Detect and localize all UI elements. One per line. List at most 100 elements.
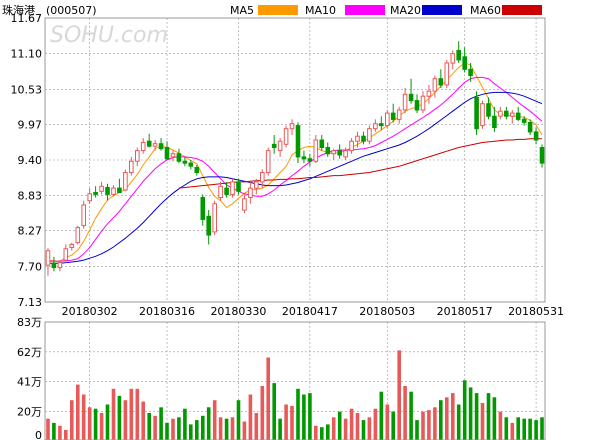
- candle-body: [414, 100, 420, 111]
- candle-body: [182, 160, 188, 164]
- candle: [117, 178, 122, 194]
- candle: [93, 186, 98, 198]
- candle: [510, 109, 515, 124]
- candle: [462, 47, 467, 73]
- price-y-tick-label: 11.67: [11, 12, 43, 25]
- candle: [426, 84, 432, 104]
- candle: [182, 156, 188, 167]
- legend-swatch-ma20: [422, 5, 462, 15]
- candle-body: [468, 68, 473, 77]
- candle: [224, 181, 229, 198]
- candle-body: [158, 143, 164, 150]
- candle: [158, 138, 164, 151]
- volume-bar: [361, 420, 366, 440]
- candle-body: [521, 118, 527, 123]
- price-y-tick-label: 11.10: [11, 48, 43, 61]
- candle-body: [515, 112, 521, 120]
- volume-bar: [81, 394, 86, 440]
- candle: [75, 225, 81, 245]
- volume-bar: [492, 397, 497, 440]
- volume-bar: [462, 380, 467, 440]
- candle: [206, 210, 211, 245]
- volume-bar: [409, 391, 413, 440]
- candle: [408, 78, 414, 104]
- candle-body: [438, 78, 444, 86]
- candle: [301, 150, 307, 164]
- candle-body: [510, 112, 515, 117]
- volume-bar: [99, 413, 104, 440]
- volume-bar: [439, 400, 443, 440]
- candle: [63, 244, 69, 264]
- legend: MA5 MA10 MA20 MA60: [230, 4, 542, 17]
- candle-body: [498, 110, 503, 117]
- legend-swatch-ma5: [258, 5, 298, 15]
- candle-body: [212, 203, 217, 233]
- volume-bar: [427, 410, 431, 440]
- volume-bar: [510, 422, 515, 440]
- volume-bar: [153, 415, 157, 440]
- volume-bar: [498, 411, 503, 440]
- candle: [87, 188, 93, 204]
- ma10-line: [48, 76, 543, 262]
- legend-label-ma20: MA20: [390, 4, 421, 17]
- volume-bar: [159, 407, 163, 440]
- volume-bar: [70, 400, 74, 440]
- volume-bar: [278, 418, 282, 440]
- volume-bar: [468, 387, 473, 440]
- candle-body: [373, 123, 378, 130]
- volume-bar: [93, 408, 98, 440]
- price-y-tick-label: 8.83: [18, 190, 43, 203]
- volume-bar: [445, 397, 449, 440]
- volume-bar: [236, 400, 241, 440]
- volume-bar: [46, 418, 50, 440]
- candle: [111, 185, 116, 197]
- candle-body: [135, 150, 140, 162]
- price-y-tick-label: 9.97: [18, 118, 43, 131]
- candle: [474, 91, 479, 135]
- price-x-tick-label: 20180517: [437, 305, 493, 318]
- candle-body: [218, 185, 223, 199]
- volume-bar: [451, 393, 455, 440]
- candle: [492, 106, 497, 132]
- candle: [468, 63, 473, 82]
- volume-bar: [296, 388, 300, 440]
- ma5-line: [47, 62, 543, 262]
- candle-body: [277, 140, 283, 152]
- volume-bar: [52, 422, 56, 440]
- candle-body: [188, 162, 194, 167]
- volume-bar: [337, 411, 342, 440]
- volume-bar: [534, 420, 538, 440]
- candle-body: [152, 143, 158, 147]
- volume-y-tick-label: 41万: [17, 376, 42, 389]
- volume-bar: [474, 393, 479, 440]
- candle-body: [230, 181, 235, 195]
- price-x-ticks: 20180302 20180316 20180330 20180417 20180503…: [62, 305, 564, 318]
- candle: [527, 119, 533, 135]
- price-x-tick-label: 20180417: [282, 305, 338, 318]
- candle-body: [456, 50, 461, 61]
- candle: [361, 131, 366, 145]
- price-x-tick-label: 20180531: [508, 305, 564, 318]
- volume-bar: [141, 401, 145, 440]
- volume-bar: [421, 411, 425, 440]
- candle: [313, 134, 319, 164]
- candle: [176, 148, 182, 164]
- candle: [236, 178, 241, 195]
- volume-bar: [391, 411, 395, 440]
- volume-bar: [242, 421, 247, 440]
- candle: [521, 116, 527, 126]
- price-grid: [45, 17, 545, 303]
- volume-bar: [218, 417, 223, 440]
- candle-body: [402, 93, 408, 111]
- volume-bar: [433, 407, 437, 440]
- candle: [432, 75, 438, 98]
- volume-bar: [367, 417, 372, 440]
- candle: [480, 100, 485, 129]
- candle: [265, 147, 271, 176]
- candle: [271, 134, 277, 154]
- volume-bar: [105, 404, 110, 440]
- volume-bar: [117, 395, 122, 440]
- candle: [385, 109, 390, 129]
- candle-body: [111, 187, 116, 195]
- candle-body: [81, 204, 87, 227]
